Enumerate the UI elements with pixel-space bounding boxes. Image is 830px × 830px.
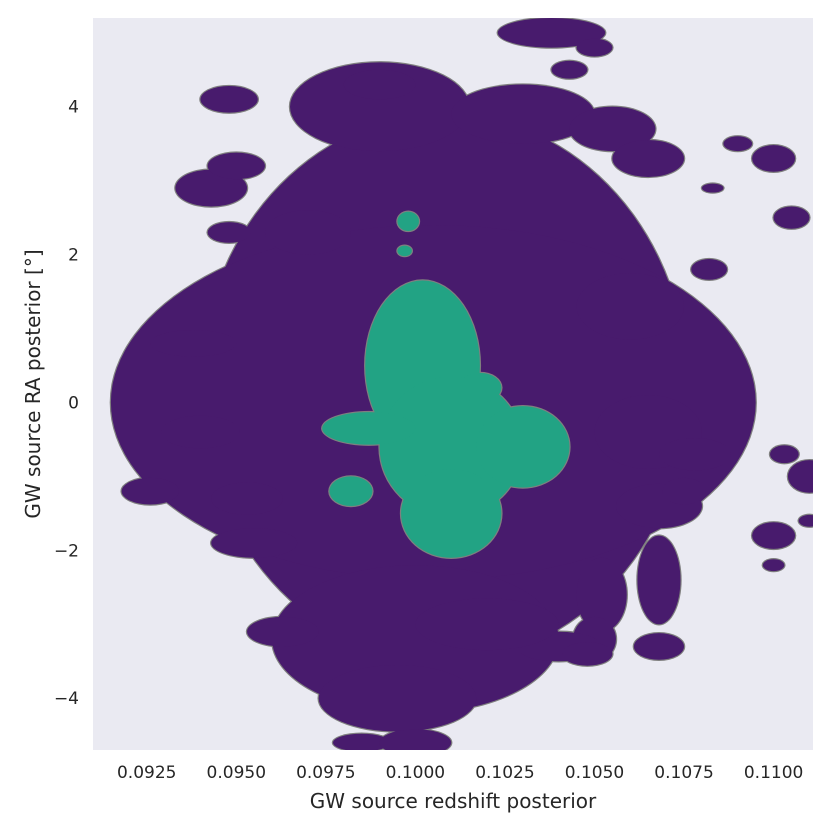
contour-region-0-30 bbox=[576, 557, 627, 632]
contour-region-1-6 bbox=[397, 211, 419, 231]
contour-region-1-1 bbox=[379, 376, 523, 518]
y-tick-label: −2 bbox=[54, 541, 79, 561]
contour-region-0-8 bbox=[211, 528, 298, 558]
contour-region-0-14 bbox=[264, 210, 351, 255]
y-tick-label: 0 bbox=[68, 393, 79, 413]
contour-region-0-46 bbox=[379, 729, 452, 750]
contour-region-0-26 bbox=[658, 437, 731, 471]
y-tick-label: 4 bbox=[68, 98, 79, 118]
x-tick-labels: 0.0925 0.0950 0.0975 0.1000 0.1025 0.1050 0.10… bbox=[117, 763, 803, 783]
contour-region-0-34 bbox=[415, 598, 559, 651]
x-tick-label: 0.0925 bbox=[117, 763, 176, 783]
contour-region-0-45 bbox=[333, 733, 391, 750]
contour-layers bbox=[109, 18, 813, 750]
contour-region-1-2 bbox=[401, 469, 502, 558]
x-tick-label: 0.0975 bbox=[296, 763, 355, 783]
contour-region-1-7 bbox=[397, 245, 412, 257]
contour-level-0 bbox=[109, 18, 813, 750]
contour-region-0-29 bbox=[633, 633, 685, 660]
contour-region-0-5 bbox=[161, 415, 240, 449]
contour-region-0-15 bbox=[290, 62, 470, 152]
contour-region-1-4 bbox=[322, 412, 416, 445]
y-tick-label: −4 bbox=[54, 689, 79, 709]
x-tick-label: 0.0950 bbox=[207, 763, 266, 783]
contour-region-0-35 bbox=[691, 259, 728, 280]
contour-region-0-41 bbox=[752, 522, 796, 549]
contour-region-0-36 bbox=[701, 183, 724, 193]
contour-region-1-5 bbox=[329, 476, 373, 506]
contour-region-0-38 bbox=[752, 145, 796, 172]
contour-region-1-8 bbox=[458, 372, 502, 403]
y-tick-label: 2 bbox=[68, 246, 79, 266]
contour-region-0-22 bbox=[612, 140, 685, 177]
contour-region-0-9 bbox=[247, 616, 319, 647]
contour-region-0-10 bbox=[200, 86, 258, 113]
contour-region-0-21 bbox=[569, 106, 656, 152]
contour-region-0-44 bbox=[798, 514, 813, 527]
contour-region-0-27 bbox=[662, 477, 706, 505]
contour-region-0-39 bbox=[773, 206, 810, 229]
contour-region-0-42 bbox=[762, 559, 785, 572]
contour-region-0-16 bbox=[451, 84, 595, 144]
contour-region-0-4 bbox=[150, 330, 237, 357]
contour-region-0-13 bbox=[207, 222, 251, 243]
contour-region-0-12 bbox=[207, 152, 265, 180]
contour-region-0-40 bbox=[770, 445, 799, 464]
y-tick-labels: −4 −2 0 2 4 bbox=[54, 98, 79, 710]
x-tick-label: 0.1050 bbox=[565, 763, 624, 783]
contour-region-0-43 bbox=[787, 460, 813, 493]
contour-region-0-6 bbox=[121, 477, 179, 505]
x-tick-label: 0.1075 bbox=[654, 763, 713, 783]
x-axis-label: GW source redshift posterior bbox=[310, 789, 597, 813]
contour-region-0-28 bbox=[637, 535, 681, 625]
contour-region-0-18 bbox=[497, 18, 606, 48]
contour-level-1 bbox=[321, 210, 571, 559]
contour-region-0-20 bbox=[576, 38, 613, 57]
contour-region-0-17 bbox=[343, 69, 416, 100]
x-tick-label: 0.1000 bbox=[386, 763, 445, 783]
contour-region-0-23 bbox=[576, 273, 685, 340]
contour-region-0-19 bbox=[551, 60, 588, 79]
y-axis-label: GW source RA posterior [°] bbox=[21, 249, 45, 518]
contour-region-1-3 bbox=[476, 406, 570, 488]
contour-region-0-33 bbox=[562, 642, 613, 666]
x-tick-label: 0.1100 bbox=[744, 763, 803, 783]
contour-region-0-11 bbox=[175, 169, 248, 207]
contour-region-0-3 bbox=[318, 664, 477, 732]
contour-region-0-37 bbox=[723, 136, 753, 152]
x-tick-label: 0.1025 bbox=[475, 763, 534, 783]
contour-region-0-7 bbox=[211, 482, 283, 515]
